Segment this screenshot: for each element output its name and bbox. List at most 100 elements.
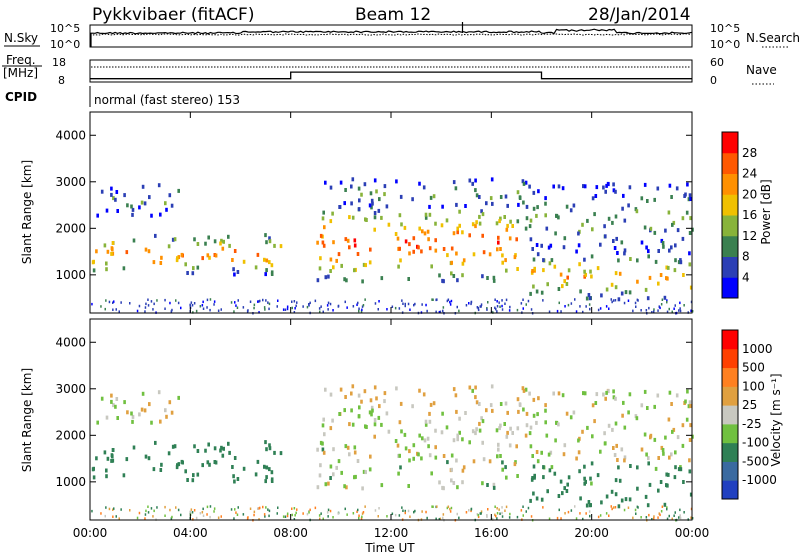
range-gate-cell [262, 298, 264, 302]
range-gate-cell [627, 410, 630, 415]
range-gate-cell [306, 305, 309, 309]
range-gate-cell [157, 183, 161, 188]
range-gate-cell [605, 183, 608, 188]
range-gate-cell [320, 512, 322, 515]
range-gate-cell [385, 204, 389, 209]
range-gate-cell [360, 310, 363, 313]
range-gate-cell [418, 433, 421, 438]
range-gate-cell [479, 305, 481, 308]
range-gate-cell [227, 234, 230, 239]
range-gate-cell [682, 273, 685, 277]
range-gate-cell [207, 235, 210, 240]
range-gate-cell [674, 243, 677, 248]
range-gate-cell [358, 514, 360, 517]
noise-panel-frame [89, 24, 693, 48]
range-gate-cell [677, 260, 681, 265]
range-gate-cell [620, 240, 624, 245]
colorbar-swatch [722, 442, 738, 462]
range-gate-cell [436, 298, 438, 301]
range-gate-cell [577, 450, 581, 455]
range-gate-cell [671, 310, 673, 314]
range-gate-cell [237, 299, 239, 302]
range-gate-cell [517, 409, 520, 414]
range-gate-cell [596, 266, 600, 271]
range-gate-cell [678, 309, 680, 312]
y-tick-label: 1000 [55, 475, 86, 489]
range-gate-cell [159, 212, 162, 217]
range-gate-cell [268, 509, 271, 513]
range-gate-cell [363, 182, 367, 187]
range-gate-cell [105, 415, 109, 420]
range-gate-cell [112, 508, 114, 511]
range-gate-cell [191, 271, 195, 276]
range-gate-cell [578, 469, 581, 474]
range-gate-cell [597, 515, 600, 519]
range-gate-cell [138, 304, 141, 308]
range-gate-cell [582, 517, 584, 521]
range-gate-cell [159, 468, 163, 472]
range-gate-cell [361, 486, 364, 491]
range-gate-cell [110, 186, 113, 191]
cpid-panel: CPID normal (fast stereo) 153 [5, 86, 240, 107]
range-gate-cell [351, 177, 355, 182]
range-gate-cell [531, 247, 534, 251]
noise-tick-top-left: 10^5 [50, 22, 80, 35]
range-gate-cell [220, 445, 223, 450]
range-gate-cell [92, 475, 96, 480]
range-gate-cell [192, 266, 195, 271]
range-gate-cell [550, 258, 554, 263]
range-gate-cell [353, 243, 357, 248]
range-gate-cell [374, 302, 377, 305]
range-gate-cell [159, 419, 162, 424]
range-gate-cell [426, 229, 430, 234]
power-colorbar-label: Power [dB] [759, 179, 773, 244]
y-tick-label: 3000 [55, 382, 86, 396]
range-gate-cell [611, 300, 613, 304]
range-gate-cell [674, 465, 677, 470]
x-axis-label: Time UT [364, 541, 415, 554]
range-gate-cell [373, 227, 376, 232]
range-gate-cell [257, 300, 259, 303]
range-gate-cell [561, 284, 564, 289]
range-gate-cell [556, 516, 559, 520]
range-gate-cell [136, 309, 139, 313]
range-gate-cell [386, 308, 388, 311]
range-gate-cell [470, 301, 472, 304]
range-gate-cell [492, 485, 496, 490]
range-gate-cell [456, 437, 459, 442]
range-gate-cell [426, 516, 428, 520]
range-gate-cell [380, 422, 383, 427]
range-gate-cell [327, 508, 330, 512]
range-gate-cell [547, 245, 551, 250]
range-gate-cell [687, 404, 691, 409]
range-gate-cell [196, 472, 200, 477]
range-gate-cell [208, 462, 211, 467]
range-gate-cell [186, 271, 189, 275]
range-gate-cell [535, 213, 538, 218]
range-gate-cell [374, 509, 377, 512]
range-gate-cell [104, 514, 106, 518]
range-gate-cell [583, 257, 586, 262]
range-gate-cell [157, 390, 161, 395]
range-gate-cell [351, 215, 355, 220]
range-gate-cell [545, 433, 549, 438]
range-gate-cell [679, 467, 683, 472]
range-gate-cell [529, 498, 532, 503]
range-gate-cell [513, 255, 517, 260]
range-gate-cell [501, 511, 503, 515]
range-gate-cell [682, 480, 685, 484]
colorbar-tick-label: 24 [742, 167, 757, 181]
range-gate-cell [417, 452, 420, 457]
range-gate-cell [361, 308, 363, 312]
range-gate-cell [398, 246, 401, 251]
range-gate-cell [499, 423, 502, 428]
range-gate-cell [329, 257, 333, 262]
colorbar-tick-label: -500 [742, 454, 769, 468]
range-gate-cell [661, 505, 664, 508]
range-gate-cell [136, 516, 139, 520]
range-gate-cell [617, 465, 620, 470]
range-gate-cell [105, 261, 108, 266]
range-gate-cell [557, 391, 561, 396]
range-gate-cell [470, 508, 472, 511]
range-gate-cell [581, 429, 584, 434]
